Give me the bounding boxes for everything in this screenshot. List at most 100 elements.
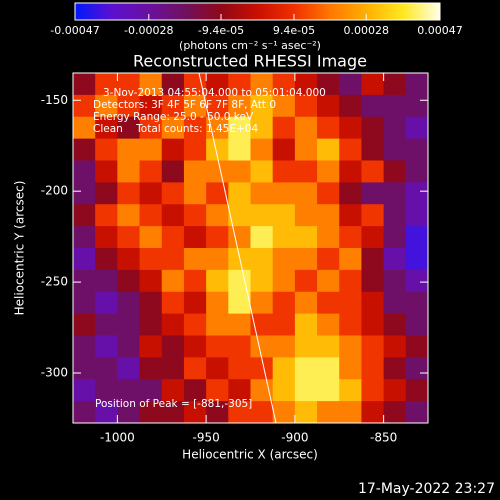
heatmap-cell bbox=[228, 291, 251, 315]
heatmap-cell bbox=[161, 182, 185, 205]
heatmap-cell bbox=[183, 335, 207, 358]
heatmap-cell bbox=[317, 204, 340, 227]
heatmap-cell bbox=[95, 160, 118, 183]
heatmap-cell bbox=[250, 138, 274, 161]
colorbar-tick-label: -9.4e-05 bbox=[198, 24, 244, 37]
heatmap-cell bbox=[294, 248, 318, 271]
heatmap-cell bbox=[294, 116, 318, 140]
heatmap-cell bbox=[228, 313, 251, 336]
heatmap-cell bbox=[317, 291, 340, 315]
heatmap-cell bbox=[250, 335, 274, 358]
heatmap-cell bbox=[117, 313, 141, 336]
heatmap-cell bbox=[206, 116, 229, 140]
heatmap-cell bbox=[294, 204, 318, 227]
x-tick-label: -900 bbox=[281, 431, 308, 445]
heatmap-cell bbox=[206, 357, 229, 380]
heatmap-cell bbox=[206, 160, 229, 183]
heatmap-cell bbox=[317, 401, 340, 423]
heatmap-cell bbox=[250, 182, 274, 205]
heatmap-cell bbox=[95, 379, 118, 402]
heatmap-cell bbox=[383, 248, 407, 271]
heatmap-cell bbox=[405, 204, 428, 227]
heatmap-cell bbox=[117, 291, 141, 315]
heatmap-cell bbox=[117, 116, 141, 140]
colorbar-tick-label: 0.00047 bbox=[417, 24, 463, 37]
heatmap-cell bbox=[272, 182, 296, 205]
heatmap-cell bbox=[206, 335, 229, 358]
heatmap-cell bbox=[161, 248, 185, 271]
heatmap-cell bbox=[95, 116, 118, 140]
heatmap-cell bbox=[317, 313, 340, 336]
heatmap-cell bbox=[228, 357, 251, 380]
heatmap-cell bbox=[250, 94, 274, 118]
heatmap-cell bbox=[73, 357, 96, 380]
heatmap-cell bbox=[383, 116, 407, 140]
heatmap-cell bbox=[361, 116, 385, 140]
heatmap-cell bbox=[361, 73, 385, 96]
heatmap-cell bbox=[183, 138, 207, 161]
heatmap-cell bbox=[95, 269, 118, 293]
heatmap-cell bbox=[161, 73, 185, 96]
heatmap-cell bbox=[206, 182, 229, 205]
heatmap-cell bbox=[161, 116, 185, 140]
heatmap-cell bbox=[139, 357, 163, 380]
heatmap-cell bbox=[405, 226, 428, 249]
heatmap-cell bbox=[294, 401, 318, 423]
heatmap-cell bbox=[383, 226, 407, 249]
heatmap-cell bbox=[95, 248, 118, 271]
heatmap-cell bbox=[183, 313, 207, 336]
heatmap-cell bbox=[161, 204, 185, 227]
colorbar-tick-label: -0.00028 bbox=[124, 24, 173, 37]
heatmap-cell bbox=[339, 335, 362, 358]
heatmap-cell bbox=[361, 94, 385, 118]
heatmap-cell bbox=[117, 73, 141, 96]
heatmap-cell bbox=[95, 291, 118, 315]
heatmap-cell bbox=[361, 182, 385, 205]
heatmap-cell bbox=[361, 357, 385, 380]
heatmap-cell bbox=[294, 269, 318, 293]
heatmap-cell bbox=[361, 269, 385, 293]
heatmap-cell bbox=[161, 269, 185, 293]
heatmap-cell bbox=[206, 401, 229, 423]
heatmap-cell bbox=[183, 226, 207, 249]
heatmap-cell bbox=[95, 401, 118, 423]
heatmap-cell bbox=[161, 160, 185, 183]
heatmap-cell bbox=[361, 379, 385, 402]
heatmap-cell bbox=[339, 94, 362, 118]
heatmap-cell bbox=[161, 313, 185, 336]
heatmap-cell bbox=[139, 379, 163, 402]
heatmap-cell bbox=[405, 401, 428, 423]
heatmap-cell bbox=[272, 73, 296, 96]
heatmap-cell bbox=[294, 335, 318, 358]
heatmap-cell bbox=[272, 248, 296, 271]
x-tick-label: -850 bbox=[370, 431, 397, 445]
heatmap-cell bbox=[339, 73, 362, 96]
heatmap-cell bbox=[250, 291, 274, 315]
annotation: 3-Nov-2013 04:55:04.000 to 05:01:04.000 bbox=[103, 87, 326, 99]
heatmap-cell bbox=[339, 248, 362, 271]
heatmap-cell bbox=[95, 138, 118, 161]
heatmap-cell bbox=[139, 160, 163, 183]
heatmap-cell bbox=[117, 248, 141, 271]
heatmap-cell bbox=[139, 73, 163, 96]
heatmap-cell bbox=[183, 160, 207, 183]
heatmap-cell bbox=[139, 269, 163, 293]
heatmap-cell bbox=[294, 291, 318, 315]
heatmap-cell bbox=[95, 226, 118, 249]
heatmap-cell bbox=[361, 401, 385, 423]
heatmap-cell bbox=[317, 248, 340, 271]
heatmap-cell bbox=[250, 160, 274, 183]
heatmap-cell bbox=[183, 116, 207, 140]
heatmap-cell bbox=[250, 379, 274, 402]
heatmap-cell bbox=[339, 401, 362, 423]
heatmap-cell bbox=[339, 160, 362, 183]
heatmap-cell bbox=[339, 116, 362, 140]
heatmap-cell bbox=[272, 313, 296, 336]
heatmap-cell bbox=[361, 226, 385, 249]
heatmap-cell bbox=[228, 116, 251, 140]
heatmap-cell bbox=[383, 94, 407, 118]
heatmap-cell bbox=[317, 94, 340, 118]
heatmap-cell bbox=[317, 335, 340, 358]
heatmap-cell bbox=[405, 291, 428, 315]
heatmap-cell bbox=[294, 138, 318, 161]
